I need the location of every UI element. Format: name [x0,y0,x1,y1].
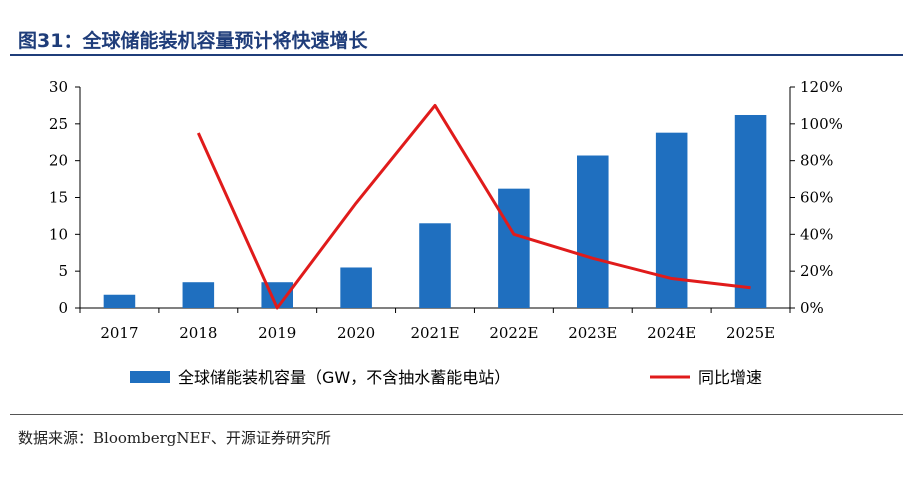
footer-divider [10,414,903,415]
right-tick-label: 0% [800,299,824,317]
x-tick-label: 2021E [410,324,459,342]
bar-2022E [498,188,530,308]
x-tick-label: 2025E [726,324,775,342]
right-tick-label: 20% [800,262,833,280]
left-tick-label: 0 [58,299,68,317]
left-tick-label: 25 [49,115,68,133]
right-tick-label: 40% [800,225,833,243]
bar-2024E [655,132,688,308]
title-divider [10,54,903,56]
left-tick-label: 30 [49,78,68,96]
growth-line [196,103,751,310]
legend-line-label: 同比增速 [698,368,762,387]
x-tick-label: 2020 [337,324,375,342]
bar-2020 [340,267,372,308]
bar-2025E [734,114,767,308]
x-tick-label: 2019 [258,324,296,342]
legend-bar-swatch [130,371,170,383]
figure-header: 图31：全球储能装机容量预计将快速增长 [10,14,903,56]
right-tick-label: 120% [800,78,843,96]
legend-bar-label: 全球储能装机容量（GW，不含抽水蓄能电站） [178,368,510,387]
x-tick-label: 2022E [489,324,538,342]
left-tick-label: 15 [49,189,68,207]
x-tick-label: 2017 [100,324,138,342]
x-tick-label: 2024E [647,324,696,342]
bar-2018 [182,282,215,308]
right-tick-label: 80% [800,152,833,170]
x-tick-label: 2018 [179,324,217,342]
figure-title: 图31：全球储能装机容量预计将快速增长 [18,30,368,52]
x-tick-label: 2023E [568,324,617,342]
right-tick-label: 60% [800,189,833,207]
right-tick-label: 100% [800,115,843,133]
left-tick-label: 5 [58,262,68,280]
bar-2023E [577,155,609,308]
source-note: 数据来源：BloombergNEF、开源证券研究所 [18,429,331,447]
bar-2017 [103,294,136,308]
bar-2021E [419,223,451,308]
left-tick-label: 10 [49,225,68,243]
left-tick-label: 20 [49,152,68,170]
